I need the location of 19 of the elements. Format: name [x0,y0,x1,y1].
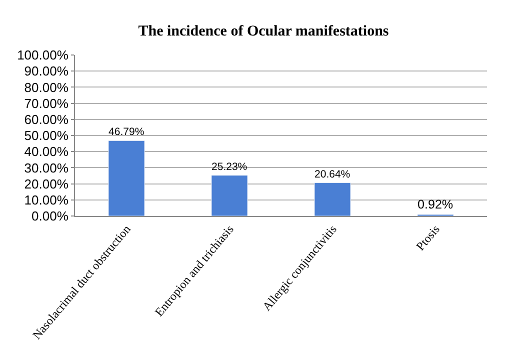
y-tick-label: 10.00% [24,192,69,208]
y-tick-label: 80.00% [24,80,69,95]
y-tick-label: 60.00% [24,112,69,127]
data-label: 25.23% [211,160,248,173]
bar [108,140,145,216]
chart-title: The incidence of Ocular manifestations [138,23,389,40]
y-tick-label: 40.00% [24,144,69,160]
data-label: 20.64% [314,168,350,180]
bar [211,175,248,216]
data-label: 46.79% [108,126,144,138]
y-tick-label: 70.00% [24,96,69,111]
bar [314,182,351,216]
y-tick-label: 20.00% [24,176,69,192]
data-label: 0.92% [418,198,454,212]
y-tick-label: 30.00% [24,160,69,176]
y-tick-label: 90.00% [24,64,69,79]
y-tick-label: 0.00% [32,208,69,224]
y-tick-label: 100.00% [17,48,69,63]
y-tick-label: 50.00% [24,128,69,144]
